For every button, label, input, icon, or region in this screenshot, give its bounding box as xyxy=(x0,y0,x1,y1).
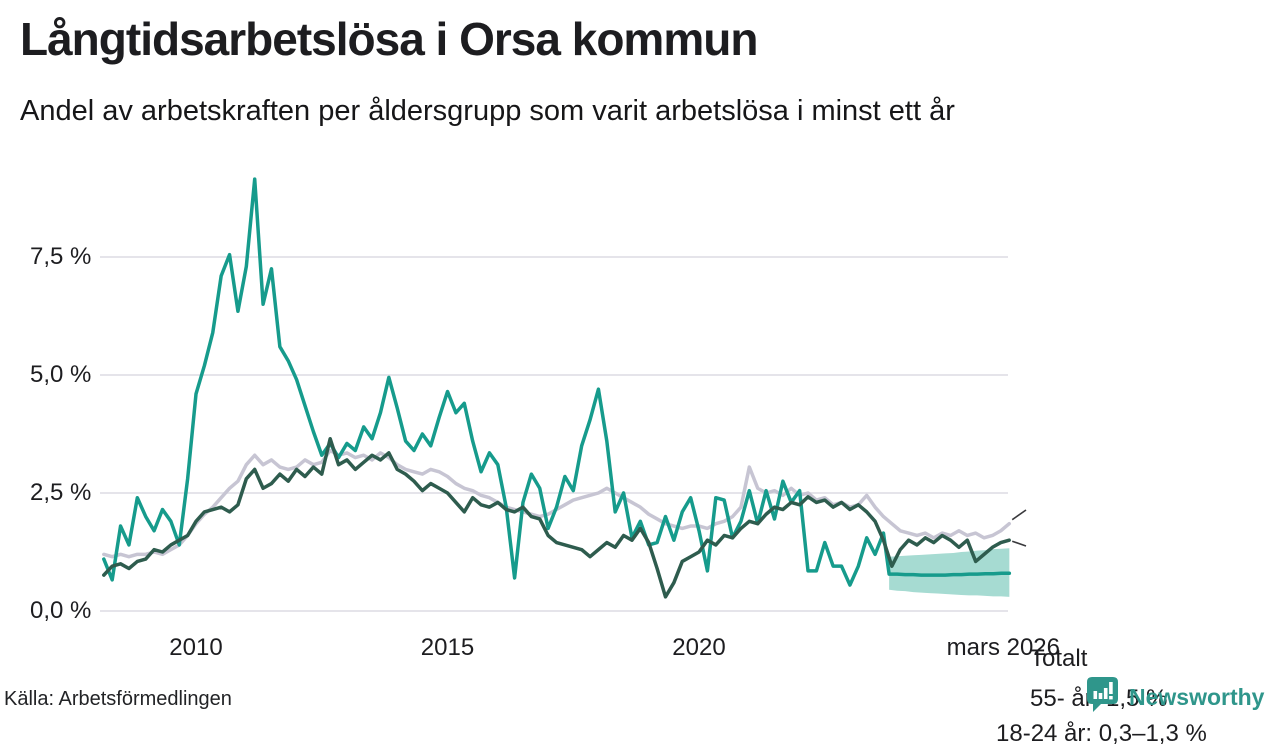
totalt-label-connector xyxy=(1011,509,1027,521)
series-line-18-24 xyxy=(102,177,1012,587)
series-end-label-18-24: 18-24 år: 0,3–1,3 % xyxy=(996,720,1207,747)
line-chart: 0,0 % 2,5 % 5,0 % 7,5 % 2010 2015 2020 mars 20… xyxy=(0,150,1280,747)
series-line-55 xyxy=(102,436,1011,599)
x-tick-label: 2015 xyxy=(420,634,475,661)
y-tick-label: 5,0 % xyxy=(30,361,92,388)
line-chart-svg xyxy=(100,177,1027,612)
age55-label-connector xyxy=(1011,540,1027,547)
y-tick-label: 0,0 % xyxy=(30,597,92,624)
brand-logo: Newsworthy xyxy=(1084,674,1264,719)
page-title: Långtidsarbetslösa i Orsa kommun xyxy=(20,13,758,65)
source-note: Källa: Arbetsförmedlingen xyxy=(4,688,232,710)
x-tick-label: 2020 xyxy=(672,634,726,661)
x-tick-label: mars 2026 xyxy=(946,634,1060,661)
x-tick-label: 2010 xyxy=(169,634,223,661)
brand-name: Newsworthy xyxy=(1129,683,1265,710)
newsworthy-logo-icon xyxy=(1084,674,1121,719)
y-tick-label: 2,5 % xyxy=(30,479,92,506)
y-tick-label: 7,5 % xyxy=(30,243,92,270)
series-end-label-totalt: Totalt xyxy=(1030,645,1088,672)
page-subtitle: Andel av arbetskraften per åldersgrupp s… xyxy=(20,95,955,127)
